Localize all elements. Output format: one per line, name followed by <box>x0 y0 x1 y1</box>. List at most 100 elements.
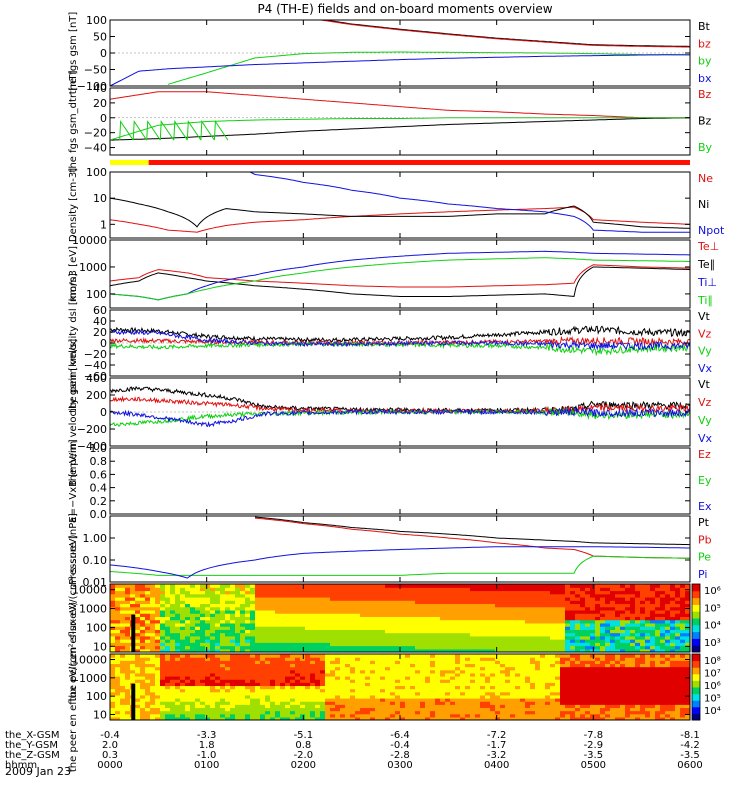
spectrogram-cell <box>170 642 176 647</box>
spectrogram-cell <box>665 584 671 588</box>
spectrogram-cell <box>110 632 116 637</box>
spectrogram-cell <box>400 600 406 605</box>
spectrogram-cell <box>570 704 576 709</box>
y-axis-label: mom3 [eV] <box>68 246 79 302</box>
spectrogram-cell <box>520 597 526 601</box>
spectrogram-cell <box>580 597 586 601</box>
spectrogram-cell <box>360 673 366 677</box>
spectrogram-cell <box>395 616 401 621</box>
spectrogram-cell <box>360 645 366 650</box>
spectrogram-cell <box>365 626 371 630</box>
spectrogram-cell <box>240 600 246 605</box>
spectrogram-cell <box>165 645 171 650</box>
spectrogram-cell <box>555 682 561 687</box>
spectrogram-cell <box>260 632 266 637</box>
spectrogram-cell <box>235 654 241 658</box>
spectrogram-cell <box>410 616 416 621</box>
spectrogram-cell <box>500 584 506 588</box>
spectrogram-cell <box>340 688 346 693</box>
spectrogram-cell <box>515 669 521 674</box>
spectrogram-cell <box>245 600 251 605</box>
spectrogram-cell <box>240 626 246 630</box>
spectrogram-cell <box>585 632 591 637</box>
spectrogram-cell <box>235 657 241 661</box>
spectrogram-cell <box>185 695 191 699</box>
spectrogram-cell <box>145 698 151 702</box>
spectrogram-cell <box>120 603 126 608</box>
spectrogram-cell <box>280 606 286 611</box>
spectrogram-cell <box>540 610 546 614</box>
spectrogram-cell <box>180 691 186 696</box>
spectrogram-cell <box>155 587 161 592</box>
spectrogram-cell <box>415 676 421 680</box>
spectrogram-cell <box>220 698 226 702</box>
series-line-ti- <box>110 257 690 301</box>
spectrogram-cell <box>470 606 476 611</box>
spectrogram-cell <box>625 623 631 627</box>
spectrogram-cell <box>545 673 551 677</box>
spectrogram-cell <box>555 660 561 665</box>
spectrogram-cell <box>395 584 401 588</box>
spectrogram-cell <box>255 669 261 674</box>
spectrogram-cell <box>230 642 236 647</box>
spectrogram-cell <box>530 669 536 674</box>
spectrogram-cell <box>275 691 281 696</box>
spectrogram-cell <box>550 639 556 643</box>
spectrogram-cell <box>395 635 401 640</box>
spectrogram-cell <box>635 648 641 652</box>
spectrogram-cell <box>335 657 341 661</box>
spectrogram-cell <box>655 616 661 621</box>
spectrogram-cell <box>160 587 166 592</box>
spectrogram-cell <box>140 603 146 608</box>
spectrogram-cell <box>120 704 126 709</box>
spectrogram-cell <box>345 642 351 647</box>
spectrogram-cell <box>145 704 151 709</box>
spectrogram-cell <box>230 707 236 712</box>
spectrogram-cell <box>315 704 321 709</box>
spectrogram-cell <box>345 613 351 617</box>
spectrogram-cell <box>120 698 126 702</box>
spectrogram-cell <box>485 584 491 588</box>
spectrogram-cell <box>235 673 241 677</box>
spectrogram-cell <box>490 698 496 702</box>
spectrogram-cell <box>545 639 551 643</box>
spectrogram-cell <box>255 629 261 634</box>
spectrogram-cell <box>245 635 251 640</box>
spectrogram-cell <box>535 685 541 690</box>
spectrogram-cell <box>565 629 571 634</box>
spectrogram-cell <box>450 666 456 671</box>
spectrogram-cell <box>410 623 416 627</box>
spectrogram-cell <box>110 648 116 652</box>
spectrogram-cell <box>465 587 471 592</box>
spectrogram-cell <box>110 642 116 647</box>
spectrogram-cell <box>545 584 551 588</box>
spectrogram-cell <box>355 603 361 608</box>
spectrogram-cell <box>625 590 631 595</box>
spectrogram-cell <box>135 657 141 661</box>
spectrogram-cell <box>540 639 546 643</box>
spectrogram-cell <box>185 600 191 605</box>
spectrogram-cell <box>365 663 371 668</box>
spectrogram-cell <box>235 626 241 630</box>
spectrogram-cell <box>150 673 156 677</box>
spectrogram-cell <box>590 648 596 652</box>
spectrogram-cell <box>405 645 411 650</box>
spectrogram-cell <box>515 713 521 718</box>
spectrogram-cell <box>110 600 116 605</box>
spectrogram-cell <box>120 629 126 634</box>
spectrogram-cell <box>285 717 291 720</box>
spectrogram-cell <box>220 616 226 621</box>
spectrogram-cell <box>320 717 326 720</box>
spectrogram-cell <box>210 619 216 624</box>
spectrogram-cell <box>600 613 606 617</box>
spectrogram-cell <box>515 704 521 709</box>
spectrogram-cell <box>555 632 561 637</box>
spectrogram-cell <box>615 639 621 643</box>
spectrogram-cell <box>495 704 501 709</box>
spectrogram-cell <box>135 597 141 601</box>
spectrogram-cell <box>150 600 156 605</box>
spectrogram-cell <box>125 600 131 605</box>
spectrogram-cell <box>575 657 581 661</box>
spectrogram-cell <box>645 645 651 650</box>
spectrogram-cell <box>220 626 226 630</box>
